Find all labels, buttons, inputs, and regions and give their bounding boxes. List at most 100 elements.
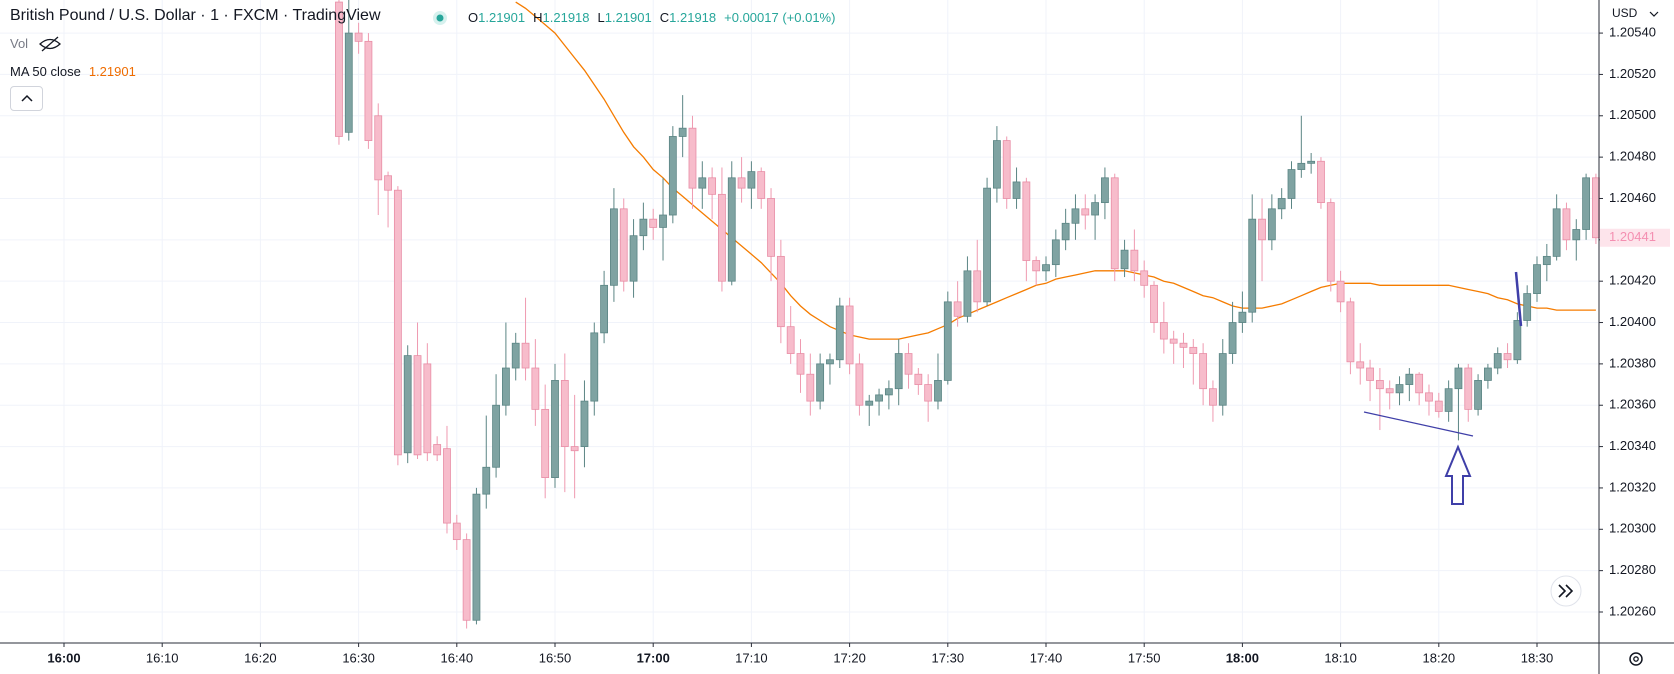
x-tick-label: 16:30 bbox=[342, 650, 375, 665]
candle-body bbox=[1267, 208, 1276, 241]
candle-body bbox=[433, 444, 442, 456]
ma-legend: MA 50 close 1.21901 bbox=[10, 64, 136, 79]
ohlc-value: 1.21901 bbox=[604, 10, 652, 25]
candle-body bbox=[1503, 353, 1512, 361]
ohlc-value: 1.21901 bbox=[478, 10, 526, 25]
collapse-legend-button[interactable] bbox=[10, 86, 43, 111]
x-tick-label: 17:50 bbox=[1128, 650, 1161, 665]
currency-label[interactable]: USD bbox=[1612, 6, 1638, 20]
candle-body bbox=[688, 127, 697, 189]
candle-body bbox=[551, 380, 559, 478]
candle-body bbox=[1513, 320, 1522, 361]
candle-body bbox=[344, 32, 353, 133]
candle-body bbox=[1150, 284, 1158, 323]
candle-body bbox=[737, 177, 746, 189]
candle-body bbox=[1533, 264, 1541, 294]
candle-body bbox=[1484, 367, 1492, 381]
candle-body bbox=[1336, 280, 1345, 303]
candle-body bbox=[1228, 322, 1237, 354]
candle-body bbox=[492, 404, 500, 468]
candle-body bbox=[1277, 198, 1286, 210]
candle-body bbox=[1523, 293, 1532, 321]
candle-body bbox=[384, 175, 392, 191]
candle-body bbox=[904, 353, 913, 375]
candle-body bbox=[943, 301, 952, 381]
last-price-box bbox=[1600, 228, 1670, 247]
x-tick-label: 17:40 bbox=[1030, 650, 1063, 665]
candle-body bbox=[708, 177, 717, 195]
candle-body bbox=[924, 384, 933, 402]
marker-drawing bbox=[1514, 271, 1523, 327]
candle-body bbox=[619, 208, 628, 282]
candle-body bbox=[501, 367, 510, 406]
candle-body bbox=[1542, 255, 1551, 266]
candle-body bbox=[1159, 322, 1168, 340]
candle-body bbox=[727, 177, 736, 282]
candle-body bbox=[1209, 388, 1217, 406]
y-tick-label: 1.20460 bbox=[1609, 190, 1656, 205]
chart-title: British Pound / U.S. Dollar · 1 · FXCM ·… bbox=[10, 7, 381, 24]
candles bbox=[335, 0, 1600, 629]
candle-body bbox=[1346, 301, 1355, 363]
candle-body bbox=[1562, 208, 1571, 241]
y-tick-label: 1.20260 bbox=[1609, 603, 1656, 618]
x-tick-label: 16:20 bbox=[244, 650, 277, 665]
candle-body bbox=[1101, 177, 1109, 204]
candle-body bbox=[953, 301, 962, 317]
candle-body bbox=[1375, 380, 1384, 390]
visibility-toggle[interactable] bbox=[39, 36, 61, 52]
y-tick-label: 1.20280 bbox=[1609, 562, 1656, 577]
candle-body bbox=[1110, 177, 1119, 270]
candle-body bbox=[521, 342, 530, 369]
last-price-label: 1.20441 bbox=[1609, 229, 1656, 244]
moving-average-line bbox=[515, 1, 1596, 340]
candle-body bbox=[993, 140, 1001, 189]
candle-body bbox=[570, 446, 579, 452]
candle-body bbox=[1051, 239, 1060, 266]
candle-body bbox=[1572, 229, 1581, 241]
candle-body bbox=[1307, 160, 1316, 164]
settings-button[interactable] bbox=[1629, 652, 1643, 666]
candle-body bbox=[1081, 208, 1090, 216]
candle-body bbox=[472, 493, 481, 621]
candle-body bbox=[1405, 373, 1414, 385]
candle-body bbox=[796, 353, 805, 375]
candle-body bbox=[364, 40, 373, 141]
x-tick-label: 18:30 bbox=[1521, 650, 1554, 665]
candle-body bbox=[393, 189, 402, 456]
candle-body bbox=[1454, 367, 1463, 390]
candle-body bbox=[894, 353, 903, 390]
candle-body bbox=[1179, 342, 1188, 348]
candle-body bbox=[629, 235, 638, 282]
candle-body bbox=[1395, 384, 1404, 394]
volume-legend: Vol bbox=[10, 36, 29, 51]
candle-body bbox=[1199, 353, 1208, 390]
candle-body bbox=[1434, 400, 1443, 412]
currency-dropdown-icon[interactable] bbox=[1649, 11, 1659, 17]
candle-body bbox=[1425, 392, 1433, 402]
x-tick-label: 17:10 bbox=[735, 650, 768, 665]
candle-body bbox=[865, 400, 874, 406]
ohlc-legend: O1.21901 H1.21918 L1.21901 C1.21918 +0.00017… bbox=[468, 10, 835, 25]
candle-body bbox=[1238, 311, 1247, 323]
candle-body bbox=[423, 363, 432, 454]
candle-body bbox=[462, 539, 471, 621]
candle-body bbox=[600, 284, 608, 334]
candle-body bbox=[826, 359, 834, 365]
candle-body bbox=[884, 388, 893, 396]
candle-body bbox=[335, 1, 343, 137]
candle-body bbox=[443, 448, 451, 524]
chevron-icon bbox=[21, 94, 33, 102]
ohlc-key: L bbox=[597, 10, 605, 25]
y-tick-label: 1.20420 bbox=[1609, 273, 1656, 288]
candle-body bbox=[1287, 169, 1296, 199]
ma-name: MA 50 close bbox=[10, 64, 81, 79]
candle-body bbox=[973, 270, 982, 303]
candle-body bbox=[1415, 373, 1424, 394]
candle-body bbox=[1248, 218, 1257, 313]
candle-body bbox=[806, 373, 815, 402]
candle-body bbox=[1042, 264, 1050, 272]
candle-body bbox=[1297, 162, 1306, 170]
